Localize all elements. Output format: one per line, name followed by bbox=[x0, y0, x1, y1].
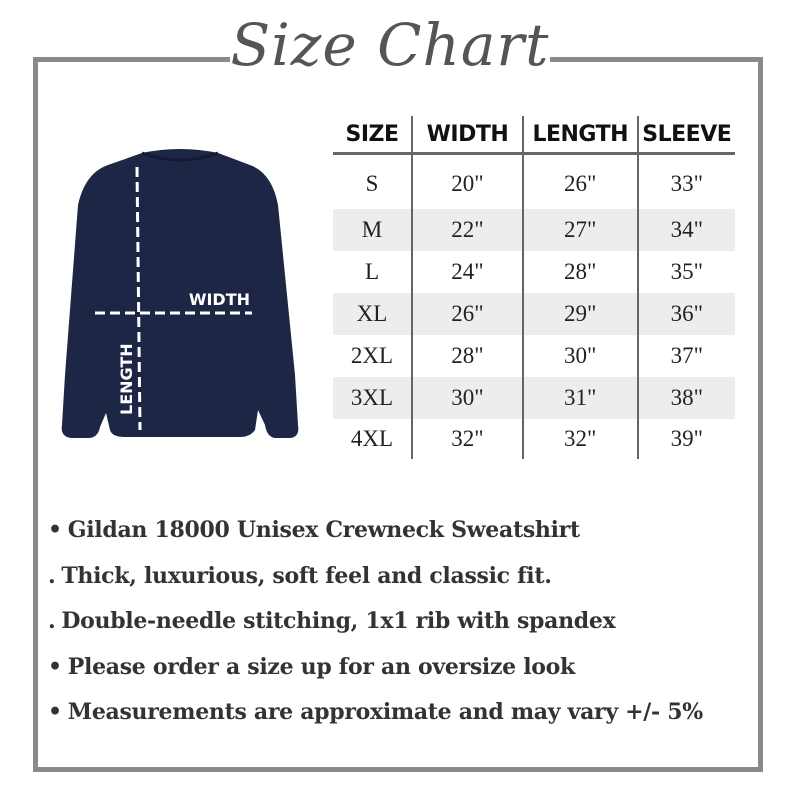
note-item: . Double-needle stitching, 1x1 rib with s… bbox=[48, 599, 703, 645]
table-row: 4XL 32" 32" 39" bbox=[333, 419, 735, 459]
size-cell: 4XL bbox=[350, 426, 394, 451]
sweatshirt-diagram: WIDTH LENGTH bbox=[61, 149, 299, 438]
length-cell: 29" bbox=[521, 293, 638, 335]
width-cell: 24" bbox=[411, 251, 523, 293]
bullet-icon: . bbox=[48, 562, 56, 589]
width-cell: 26" bbox=[411, 293, 523, 335]
chart-frame bbox=[33, 57, 763, 772]
sleeve-cell: 36" bbox=[636, 293, 735, 335]
width-cell: 20" bbox=[411, 153, 523, 209]
note-item: . Thick, luxurious, soft feel and classic… bbox=[48, 554, 703, 600]
header-size: SIZE bbox=[333, 116, 413, 155]
length-cell: 26" bbox=[521, 153, 638, 209]
table-row: M 22" 27" 34" bbox=[333, 209, 735, 251]
table-row: 2XL 28" 30" 37" bbox=[333, 335, 735, 377]
note-text: Gildan 18000 Unisex Crewneck Sweatshirt bbox=[67, 517, 580, 543]
table-row: L 24" 28" 35" bbox=[333, 251, 735, 293]
note-text: Double-needle stitching, 1x1 rib with sp… bbox=[61, 608, 616, 634]
bullet-icon: • bbox=[48, 653, 62, 680]
length-line bbox=[135, 166, 142, 431]
length-cell: 32" bbox=[521, 419, 638, 459]
sweatshirt-shape bbox=[61, 149, 299, 438]
sleeve-cell: 37" bbox=[636, 335, 735, 377]
width-cell: 28" bbox=[411, 335, 523, 377]
sleeve-cell: 33" bbox=[636, 153, 735, 209]
note-item: • Gildan 18000 Unisex Crewneck Sweatshirt bbox=[48, 508, 703, 554]
note-text: Please order a size up for an oversize l… bbox=[67, 653, 576, 680]
note-text: Measurements are approximate and may var… bbox=[67, 699, 703, 725]
bullet-icon: . bbox=[48, 608, 56, 634]
sleeve-cell: 35" bbox=[636, 251, 735, 293]
sleeve-cell: 39" bbox=[636, 419, 735, 459]
sleeve-cell: 38" bbox=[636, 377, 735, 419]
frame-top-right-line bbox=[550, 57, 763, 62]
size-table: SIZE WIDTH LENGTH SLEEVE S 20" 26" 33" M 22" 2… bbox=[333, 116, 735, 459]
width-label: WIDTH bbox=[189, 290, 250, 309]
product-notes: • Gildan 18000 Unisex Crewneck Sweatshirt… bbox=[48, 508, 703, 736]
size-cell: XL bbox=[333, 293, 413, 335]
size-cell: 3XL bbox=[333, 377, 413, 419]
header-sleeve: SLEEVE bbox=[636, 116, 735, 155]
size-cell: M bbox=[333, 209, 413, 251]
width-cell: 22" bbox=[411, 209, 523, 251]
note-text: Thick, luxurious, soft feel and classic … bbox=[61, 562, 552, 589]
table-row: 3XL 30" 31" 38" bbox=[333, 377, 735, 419]
note-item: • Please order a size up for an oversize … bbox=[48, 645, 703, 691]
sleeve-cell: 34" bbox=[636, 209, 735, 251]
note-item: • Measurements are approximate and may va… bbox=[48, 690, 703, 736]
frame-top-left-line bbox=[33, 57, 230, 62]
page-title: Size Chart bbox=[230, 11, 550, 79]
width-cell: 32" bbox=[411, 419, 523, 459]
size-cell: L bbox=[364, 259, 380, 284]
table-header-row: SIZE WIDTH LENGTH SLEEVE bbox=[333, 116, 735, 155]
size-cell: 2XL bbox=[350, 343, 394, 368]
table-row: XL 26" 29" 36" bbox=[333, 293, 735, 335]
bullet-icon: • bbox=[48, 517, 62, 543]
size-cell: S bbox=[365, 171, 379, 196]
bullet-icon: • bbox=[48, 699, 62, 725]
length-cell: 27" bbox=[521, 209, 638, 251]
length-cell: 28" bbox=[521, 251, 638, 293]
width-cell: 30" bbox=[411, 377, 523, 419]
length-cell: 30" bbox=[521, 335, 638, 377]
length-cell: 31" bbox=[521, 377, 638, 419]
table-row: S 20" 26" 33" bbox=[333, 153, 735, 209]
header-length: LENGTH bbox=[521, 116, 638, 155]
length-label: LENGTH bbox=[117, 343, 136, 415]
header-width: WIDTH bbox=[411, 116, 523, 155]
